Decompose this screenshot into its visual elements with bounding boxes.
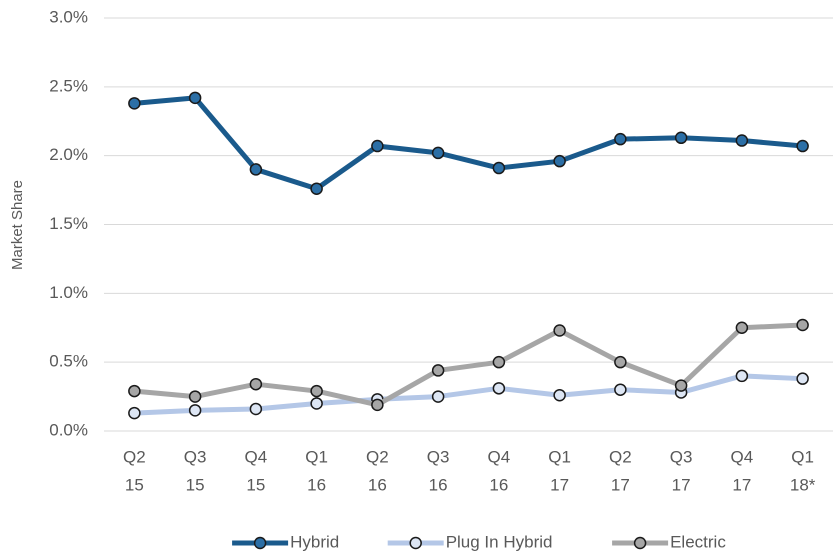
x-tick-label: Q2 — [366, 447, 389, 466]
point — [735, 369, 749, 383]
x-tick-label: Q3 — [670, 447, 693, 466]
x-tick-label: 17 — [732, 475, 751, 494]
point — [431, 390, 445, 403]
point — [188, 91, 202, 105]
point — [553, 388, 566, 402]
x-tick-label: 17 — [611, 475, 630, 494]
point — [735, 321, 749, 334]
x-tick-label: Q2 — [123, 447, 146, 466]
legend-marker — [253, 536, 267, 550]
point — [431, 146, 445, 160]
point — [674, 131, 688, 145]
y-tick-label: 0.0% — [49, 420, 88, 439]
point — [492, 161, 506, 175]
point — [310, 384, 323, 398]
y-axis-label: Market Share — [9, 180, 26, 270]
point — [796, 318, 809, 332]
point — [431, 364, 445, 377]
point — [188, 390, 202, 403]
point — [614, 355, 627, 369]
point — [735, 134, 749, 147]
point — [614, 132, 627, 146]
x-tick-label: Q3 — [184, 447, 207, 466]
x-tick-label: 15 — [125, 475, 144, 494]
y-tick-label: 3.0% — [49, 7, 88, 26]
legend-marker — [633, 536, 647, 550]
legend-label: Electric — [670, 532, 726, 551]
x-tick-label: 15 — [186, 475, 205, 494]
point — [249, 163, 263, 176]
point — [128, 384, 141, 398]
point — [614, 383, 627, 396]
legend-label: Hybrid — [290, 532, 339, 551]
x-tick-label: 16 — [307, 475, 326, 494]
x-tick-label: Q1 — [305, 447, 328, 466]
x-tick-label: Q4 — [488, 447, 511, 466]
x-tick-label: 16 — [429, 475, 448, 494]
x-tick-label: 17 — [672, 475, 691, 494]
x-tick-label: 18* — [790, 475, 816, 494]
x-tick-label: Q1 — [548, 447, 571, 466]
y-tick-label: 1.0% — [49, 283, 88, 302]
x-tick-label: Q2 — [609, 447, 632, 466]
series-line — [134, 322, 803, 408]
point — [553, 324, 566, 337]
x-tick-label: Q3 — [427, 447, 450, 466]
x-tick-label: Q1 — [791, 447, 814, 466]
y-tick-label: 1.5% — [49, 214, 88, 233]
x-tick-label: 16 — [368, 475, 387, 494]
x-tick-label: 16 — [489, 475, 508, 494]
x-tick-label: 15 — [246, 475, 265, 494]
x-tick-label: Q4 — [731, 447, 754, 466]
x-tick-label: Q4 — [245, 447, 268, 466]
point — [310, 182, 323, 195]
point — [371, 139, 384, 153]
point — [128, 97, 141, 110]
x-tick-label: 17 — [550, 475, 569, 494]
point — [492, 355, 506, 369]
point — [492, 382, 506, 395]
point — [249, 402, 263, 416]
y-tick-label: 2.0% — [49, 145, 88, 164]
point — [674, 379, 688, 392]
series-line — [134, 373, 803, 416]
point — [371, 398, 384, 412]
point — [128, 406, 141, 420]
y-tick-label: 0.5% — [49, 352, 88, 371]
y-tick-label: 2.5% — [49, 76, 88, 95]
legend-marker — [409, 536, 422, 550]
series-line — [134, 95, 803, 192]
point — [553, 154, 566, 168]
point — [249, 377, 263, 391]
legend-label: Plug In Hybrid — [446, 532, 553, 551]
point — [310, 397, 323, 410]
point — [188, 404, 202, 417]
point — [796, 372, 809, 385]
point — [796, 139, 809, 153]
